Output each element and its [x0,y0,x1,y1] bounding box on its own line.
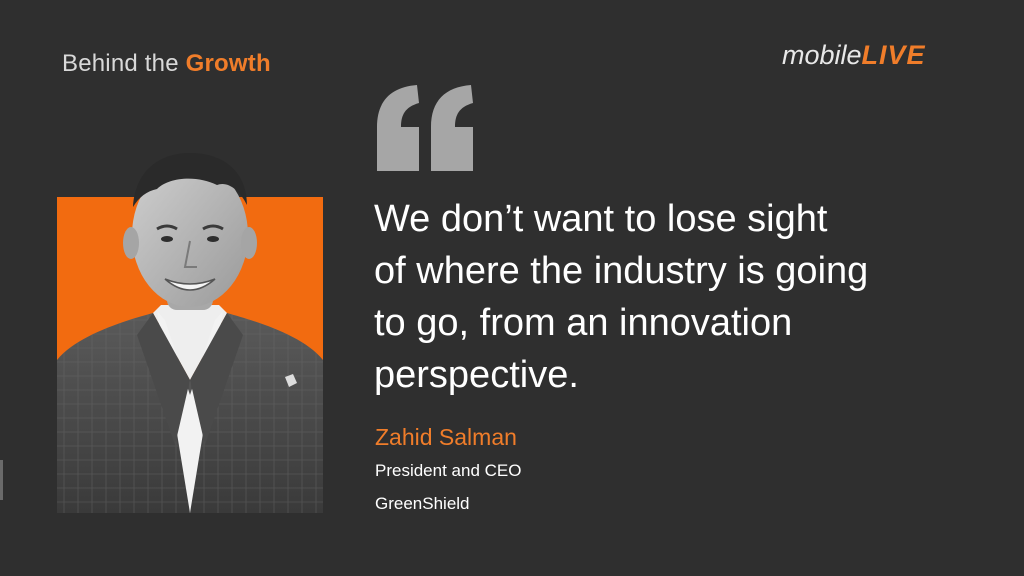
speaker-portrait [57,153,323,513]
speaker-title: President and CEO [375,461,522,480]
quote-line: perspective. [374,354,579,396]
mobilelive-logo: mobileLIVE [782,40,926,80]
speaker-name: Zahid Salman [375,424,517,450]
logo-live-text: LIVE [861,40,926,70]
quote-line: to go, from an innovation [374,302,793,344]
series-title-highlight: Growth [185,50,271,77]
edge-divider [0,460,3,500]
series-title: Behind the Growth [62,50,271,78]
quote-text: We don’t want to lose sight of where the… [374,193,974,401]
quote-mark-icon [377,85,473,171]
logo-mobile-text: mobile [782,40,862,70]
speaker-company: GreenShield [375,494,470,513]
quote-line: We don’t want to lose sight [374,198,828,240]
series-title-prefix: Behind the [62,50,186,77]
quote-line: of where the industry is going [374,250,869,292]
